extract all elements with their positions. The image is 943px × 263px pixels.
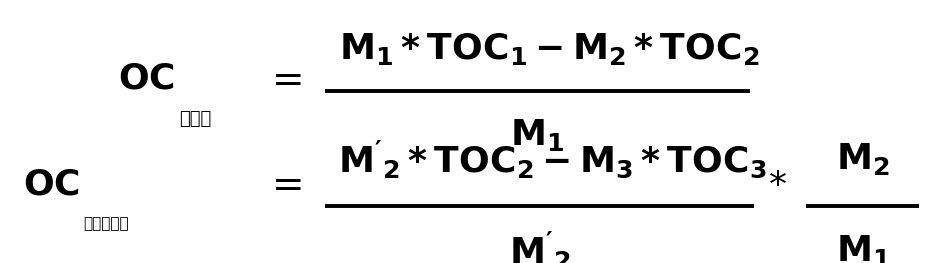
Text: $\mathbf{M_2}$: $\mathbf{M_2}$	[836, 141, 889, 177]
Text: $\mathbf{M_1}$: $\mathbf{M_1}$	[510, 118, 565, 153]
Text: $\mathbf{M'_2}$: $\mathbf{M'_2}$	[509, 230, 571, 263]
Text: $\mathbf{M_1}$: $\mathbf{M_1}$	[835, 233, 890, 263]
Text: $=$: $=$	[264, 60, 302, 98]
Text: 矿物复合态: 矿物复合态	[83, 216, 128, 231]
Text: $\mathbf{M'_2 * TOC_2 - M_3 * TOC_3}$: $\mathbf{M'_2 * TOC_2 - M_3 * TOC_3}$	[338, 138, 767, 180]
Text: $\mathbf{OC}$: $\mathbf{OC}$	[118, 62, 174, 96]
Text: 游离态: 游离态	[179, 110, 211, 128]
Text: $\mathbf{OC}$: $\mathbf{OC}$	[24, 167, 80, 201]
Text: $*$: $*$	[769, 167, 787, 201]
Text: $=$: $=$	[264, 165, 302, 203]
Text: $\mathbf{M_1 * TOC_1 - M_2 * TOC_2}$: $\mathbf{M_1 * TOC_1 - M_2 * TOC_2}$	[339, 31, 760, 67]
